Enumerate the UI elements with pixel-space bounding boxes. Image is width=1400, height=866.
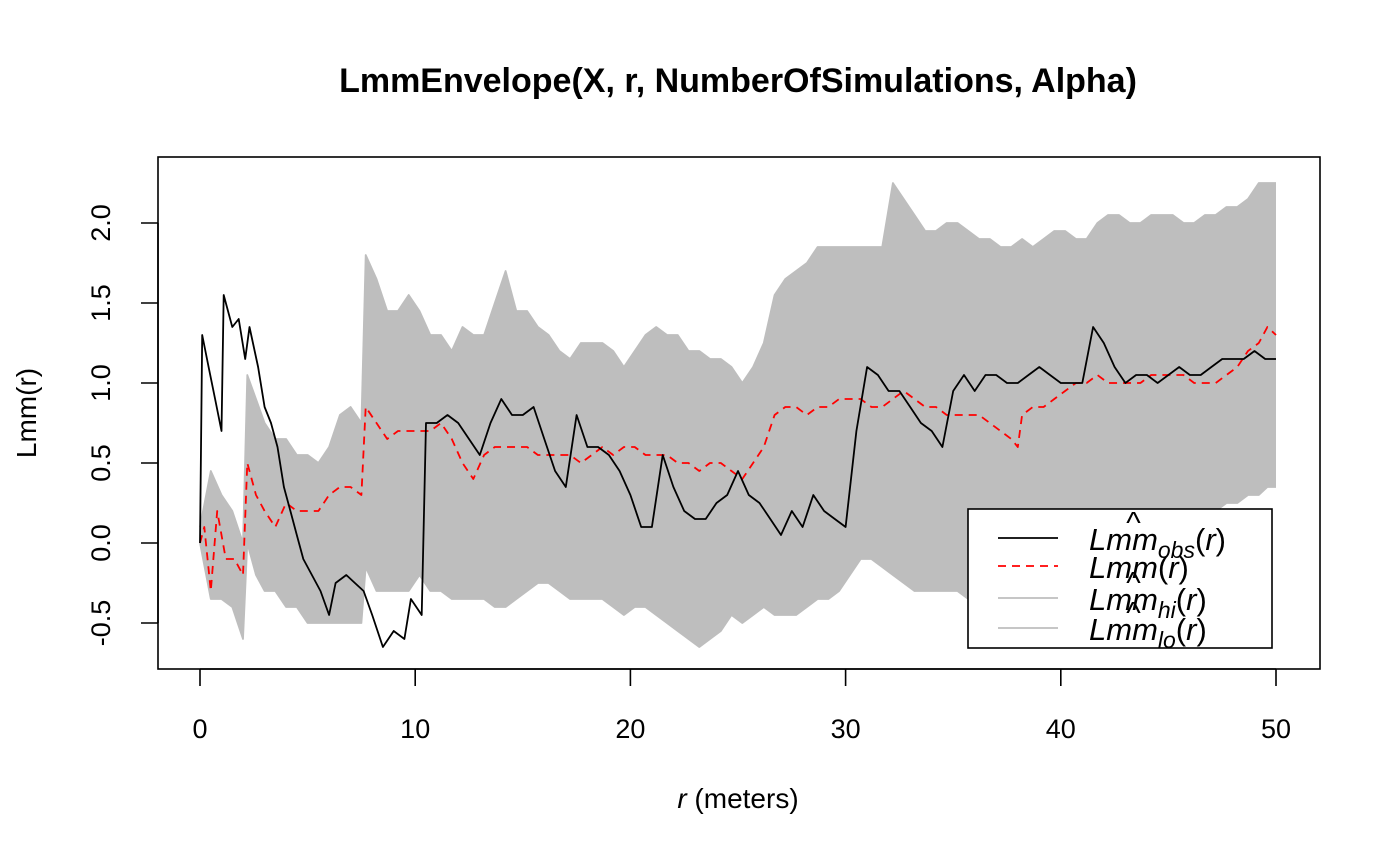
x-tick-label: 30 <box>831 714 861 744</box>
legend-label-hi: Lmmhi(r) <box>1089 582 1207 623</box>
legend: Lmmobs(r)^Lmm(r)Lmmhi(r)^Lmmlo(r)^ <box>967 505 1273 653</box>
chart-title: LmmEnvelope(X, r, NumberOfSimulations, A… <box>339 62 1137 100</box>
x-tick-label: 50 <box>1261 714 1291 744</box>
y-axis-label: Lmm(r) <box>11 368 42 458</box>
legend-label-lo: Lmmlo(r) <box>1089 612 1207 653</box>
legend-label-obs: Lmmobs(r) <box>1089 522 1226 563</box>
x-axis-label-units: (meters) <box>687 783 799 814</box>
y-tick-label: 2.0 <box>86 204 116 242</box>
legend-box <box>967 508 1273 649</box>
legend-hat-obs: ^ <box>1126 505 1141 540</box>
x-tick-label: 20 <box>615 714 645 744</box>
x-tick-label: 0 <box>192 714 207 744</box>
series-line-obs <box>199 294 1276 648</box>
y-tick-label: 0.5 <box>86 444 116 482</box>
y-tick-label: 1.5 <box>86 284 116 322</box>
y-tick-label: 1.0 <box>86 364 116 402</box>
legend-hat-hi: ^ <box>1126 565 1141 600</box>
series-line-theo <box>199 326 1277 592</box>
legend-hat-lo: ^ <box>1126 595 1141 630</box>
x-axis: 0 10 20 30 40 50 <box>192 668 1291 744</box>
x-tick-label: 40 <box>1046 714 1076 744</box>
x-axis-label: r (meters) <box>677 783 798 814</box>
legend-label-theo: Lmm(r) <box>1089 550 1189 585</box>
series-line-hi <box>199 182 1276 544</box>
y-tick-label: -0.5 <box>86 600 116 647</box>
y-axis: -0.5 0.0 0.5 1.0 1.5 2.0 <box>86 204 159 647</box>
x-axis-label-variable: r <box>677 783 688 814</box>
y-tick-label: 0.0 <box>86 524 116 562</box>
x-tick-label: 10 <box>400 714 430 744</box>
